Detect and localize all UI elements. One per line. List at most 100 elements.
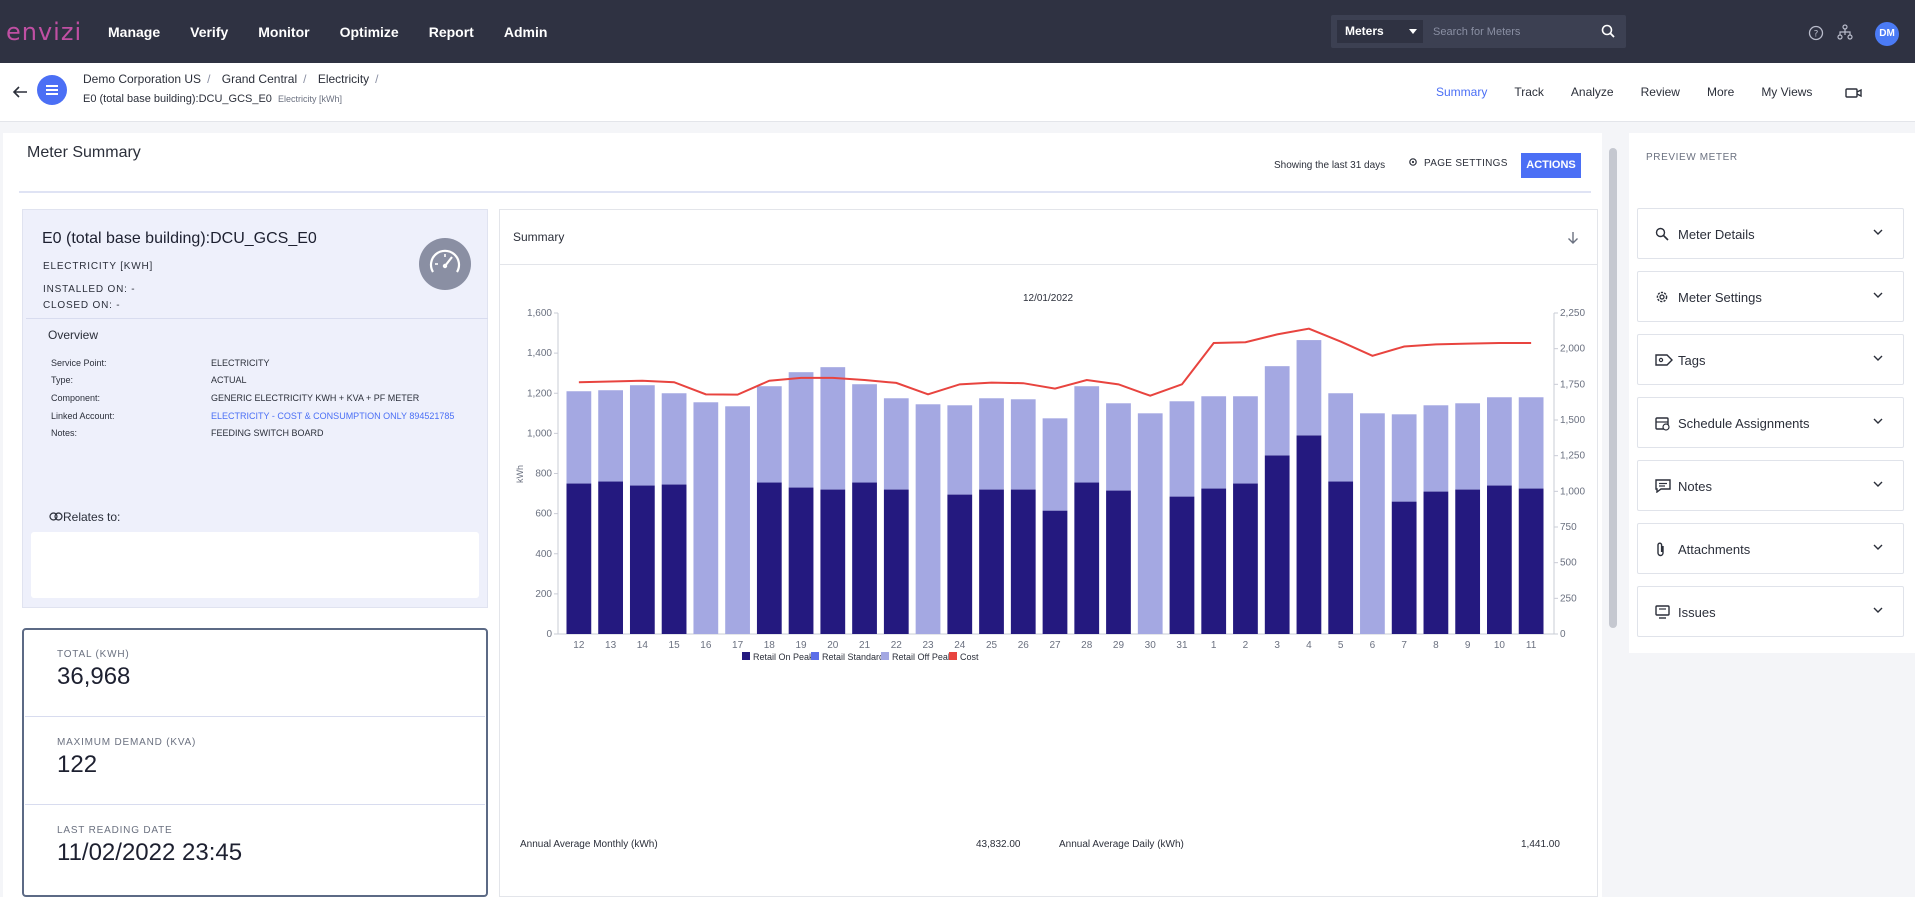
- search-scope-select[interactable]: Meters: [1337, 20, 1423, 43]
- bar-retail-off-peak: [1518, 397, 1544, 489]
- nav-monitor[interactable]: Monitor: [258, 23, 310, 40]
- tab-track[interactable]: Track: [1514, 85, 1544, 99]
- search-scope-label: Meters: [1345, 24, 1384, 38]
- x-tick-label: 10: [1494, 640, 1506, 651]
- linked-account-link[interactable]: ELECTRICITY - COST & CONSUMPTION ONLY 89…: [211, 411, 455, 421]
- caret-down-icon: [1409, 29, 1417, 34]
- tab-analyze[interactable]: Analyze: [1570, 85, 1614, 99]
- bar-retail-on-peak: [947, 494, 973, 634]
- chevron-down-icon: [1873, 292, 1883, 298]
- x-tick-label: 30: [1145, 640, 1157, 651]
- tab-more[interactable]: More: [1706, 85, 1735, 99]
- bar-retail-on-peak: [852, 482, 877, 634]
- gear-icon: [1409, 158, 1417, 166]
- divider: [500, 264, 1597, 265]
- download-icon[interactable]: [1567, 231, 1579, 245]
- y2-tick-label: 1,250: [1560, 451, 1585, 462]
- x-tick-label: 2: [1243, 640, 1249, 651]
- chevron-down-icon: [1873, 481, 1883, 487]
- bar-retail-off-peak: [1360, 413, 1385, 634]
- actions-button[interactable]: ACTIONS: [1521, 153, 1581, 178]
- chart-panel-title: Summary: [513, 230, 565, 244]
- x-tick-label: 6: [1370, 640, 1376, 651]
- user-avatar[interactable]: DM: [1875, 22, 1899, 46]
- overview-label: Service Point:: [51, 358, 107, 368]
- tab-my-views[interactable]: My Views: [1761, 85, 1813, 99]
- bar-retail-off-peak: [1296, 340, 1322, 436]
- y2-tick-label: 2,000: [1560, 344, 1585, 355]
- stat-value: 11/02/2022 23:45: [57, 839, 243, 866]
- annual-monthly-label: Annual Average Monthly (kWh): [520, 839, 658, 850]
- chevron-down-icon: [1873, 607, 1883, 613]
- org-hierarchy-icon[interactable]: [1837, 24, 1853, 40]
- y-tick-label: 400: [535, 549, 552, 560]
- search-input[interactable]: [1433, 20, 1593, 43]
- y-tick-label: 0: [546, 629, 552, 640]
- bar-retail-off-peak: [788, 372, 814, 488]
- meter-gauge-icon: [419, 238, 471, 290]
- bar-retail-on-peak: [1010, 489, 1036, 634]
- nav-verify[interactable]: Verify: [190, 23, 229, 40]
- calendar-icon: [1655, 417, 1670, 431]
- legend-label: Cost: [960, 652, 979, 662]
- nav-manage[interactable]: Manage: [108, 23, 161, 40]
- schedule-assignments-section[interactable]: Schedule Assignments: [1637, 397, 1904, 448]
- meter-details-section[interactable]: Meter Details: [1637, 208, 1904, 259]
- bar-retail-off-peak: [1264, 366, 1290, 456]
- search-bar: Meters: [1331, 15, 1626, 48]
- page-settings-button[interactable]: PAGE SETTINGS: [1408, 157, 1508, 169]
- legend-label: Retail On Peak: [753, 652, 814, 662]
- nav-report[interactable]: Report: [428, 23, 474, 40]
- x-tick-label: 31: [1176, 640, 1188, 651]
- bar-retail-on-peak: [1455, 489, 1481, 634]
- y2-tick-label: 2,250: [1560, 308, 1585, 319]
- tab-summary[interactable]: Summary: [1436, 85, 1488, 99]
- bar-retail-on-peak: [1201, 488, 1227, 634]
- legend-swatch: [949, 652, 957, 660]
- search-icon[interactable]: [1601, 24, 1615, 38]
- divider: [19, 191, 1591, 193]
- main-scrollbar[interactable]: [1609, 148, 1617, 628]
- x-tick-label: 18: [764, 640, 776, 651]
- cost-line: [578, 327, 1532, 397]
- y2-tick-label: 1,500: [1560, 415, 1585, 426]
- overview-label: Linked Account:: [51, 411, 115, 421]
- bar-retail-off-peak: [1391, 414, 1417, 502]
- bar-retail-off-peak: [1010, 399, 1036, 490]
- bar-retail-off-peak: [915, 404, 941, 634]
- overview-value: ACTUAL: [211, 375, 247, 385]
- breadcrumb-item[interactable]: Electricity: [317, 72, 370, 86]
- nav-admin[interactable]: Admin: [503, 23, 548, 40]
- bar-retail-off-peak: [1328, 393, 1354, 482]
- bar-retail-off-peak: [1233, 396, 1258, 484]
- attachments-section[interactable]: Attachments: [1637, 523, 1904, 574]
- tags-section[interactable]: Tags: [1637, 334, 1904, 385]
- page-title: Meter Summary: [27, 144, 141, 161]
- nav-optimize[interactable]: Optimize: [339, 23, 399, 40]
- video-icon[interactable]: [1845, 87, 1863, 99]
- envizi-logo[interactable]: envizi: [6, 18, 83, 46]
- chevron-down-icon: [1873, 229, 1883, 235]
- issues-section[interactable]: Issues: [1637, 586, 1904, 637]
- bar-retail-off-peak: [1201, 396, 1227, 489]
- hamburger-menu-button[interactable]: [37, 75, 67, 105]
- x-tick-label: 8: [1433, 640, 1439, 651]
- meter-type: ELECTRICITY [KWH]: [43, 261, 154, 272]
- bar-retail-on-peak: [598, 481, 623, 634]
- notes-section[interactable]: Notes: [1637, 460, 1904, 511]
- issue-icon: [1655, 605, 1670, 619]
- back-arrow-icon[interactable]: [12, 85, 28, 99]
- x-tick-label: 21: [859, 640, 871, 651]
- y2-tick-label: 250: [1560, 593, 1577, 604]
- x-tick-label: 19: [796, 640, 808, 651]
- bar-retail-off-peak: [661, 393, 687, 485]
- summary-chart: 12/01/202202004006008001,0001,2001,4001,…: [515, 293, 1585, 662]
- help-icon[interactable]: ?: [1808, 25, 1824, 41]
- meter-settings-section[interactable]: Meter Settings: [1637, 271, 1904, 322]
- breadcrumb-item[interactable]: Demo Corporation US: [83, 72, 202, 86]
- breadcrumb-item[interactable]: Grand Central: [221, 72, 298, 86]
- meter-title: E0 (total base building):DCU_GCS_E0 Elect…: [83, 93, 342, 105]
- bar-retail-on-peak: [756, 482, 782, 634]
- tab-review[interactable]: Review: [1640, 85, 1680, 99]
- y2-tick-label: 750: [1560, 522, 1577, 533]
